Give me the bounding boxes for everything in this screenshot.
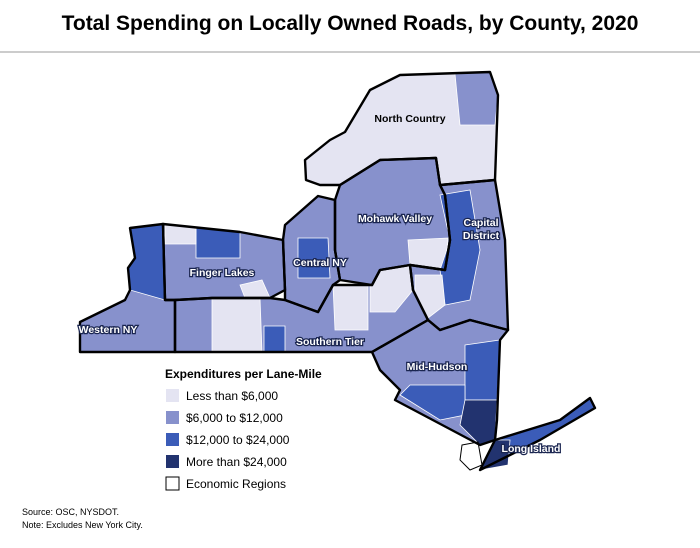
map — [78, 70, 597, 472]
county — [211, 297, 263, 353]
legend-label: Economic Regions — [186, 477, 286, 491]
legend-label: More than $24,000 — [186, 455, 287, 469]
legend-swatch — [166, 455, 179, 468]
legend-swatch — [166, 411, 179, 424]
county — [399, 384, 466, 421]
legend-title: Expenditures per Lane-Mile — [165, 367, 322, 381]
legend-label: $6,000 to $12,000 — [186, 411, 283, 425]
legend-label: $12,000 to $24,000 — [186, 433, 290, 447]
region-label: Finger Lakes — [190, 267, 255, 279]
county — [332, 284, 369, 331]
region-label: Long Island — [502, 443, 561, 455]
region-label: Mohawk Valley — [358, 213, 432, 225]
region-label: Southern Tier — [296, 336, 364, 348]
region-border — [478, 396, 597, 472]
county — [297, 237, 331, 279]
note: Note: Excludes New York City. — [22, 520, 143, 530]
region-label: Mid-Hudson — [407, 361, 468, 373]
nyc — [459, 441, 483, 471]
county — [464, 339, 501, 401]
legend-swatch — [166, 389, 179, 402]
legend-swatch — [166, 433, 179, 446]
region-label: Western NY — [79, 324, 138, 336]
legend-label: Less than $6,000 — [186, 389, 278, 403]
region-labels: North Country Mohawk Valley CapitalDistric… — [77, 113, 561, 456]
region-label: Central NY — [293, 257, 347, 269]
region-label: District — [463, 230, 500, 242]
region-label: Capital — [463, 217, 498, 229]
legend: Less than $6,000 $6,000 to $12,000 $12,000… — [165, 389, 290, 491]
county — [263, 325, 286, 353]
source: Source: OSC, NYSDOT. — [22, 507, 119, 517]
legend-swatch — [165, 476, 180, 491]
title: Total Spending on Locally Owned Roads, b… — [62, 12, 639, 35]
region-border — [78, 222, 177, 354]
region-label: North Country — [374, 113, 445, 125]
